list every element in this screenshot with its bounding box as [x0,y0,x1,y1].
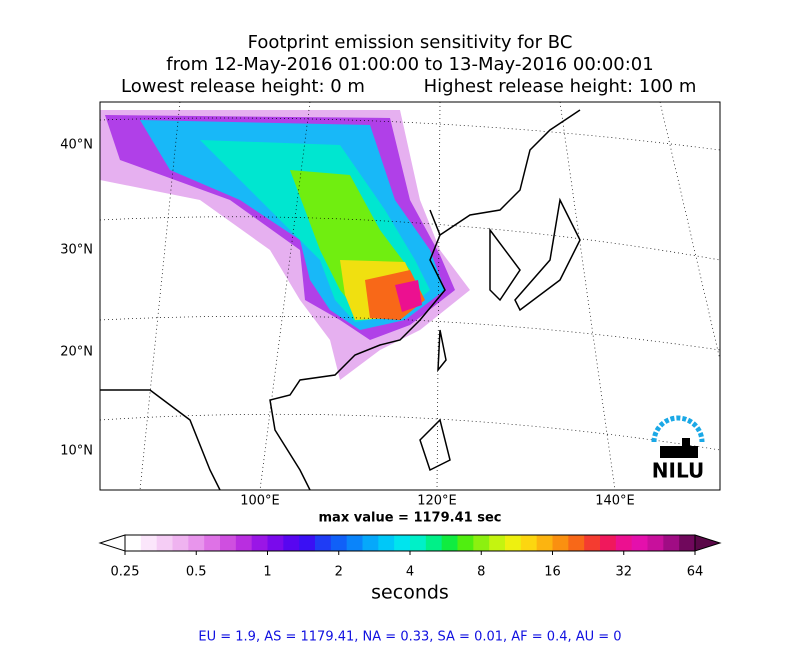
colorbar-segment [584,535,601,551]
lon-label: 140°E [595,494,635,509]
nilu-logo: NILU [651,415,705,483]
lat-label: 10°N [60,444,93,459]
colorbar-segment [346,535,363,551]
colorbar-tick-label: 4 [406,565,414,580]
max-value: max value = 1179.41 sec [319,511,502,526]
colorbar-segment [489,535,506,551]
colorbar-segment [410,535,427,551]
colorbar-over [694,534,722,552]
colorbar-segment [235,535,253,551]
colorbar-segment [330,535,348,551]
colorbar-segment [615,535,633,551]
colorbar-segment [220,535,237,551]
lon-label: 120°E [417,494,457,509]
colorbar-segment [600,535,617,551]
lat-label: 30°N [60,243,93,258]
colorbar-tick-label: 1 [263,565,271,580]
colorbar-segment [362,535,379,551]
colorbar-segment [568,535,585,551]
colorbar-segment [156,535,173,551]
colorbar-segment [647,535,664,551]
colorbar-tick-label: 32 [615,565,632,580]
colorbar-segment [394,535,411,551]
graticule [100,102,720,490]
colorbar-segment [457,535,474,551]
colorbar-tick-label: 0.25 [111,565,140,580]
colorbar-segment [552,535,569,551]
logo-text: NILU [652,459,704,483]
lowest-height: Lowest release height: 0 m [121,76,365,97]
colorbar-segment [679,535,696,551]
colorbar-segment [204,535,221,551]
subtitle: from 12-May-2016 01:00:00 to 13-May-2016… [166,54,653,75]
title: Footprint emission sensitivity for BC [248,32,573,53]
colorbar-tick-label: 8 [477,565,485,580]
coastline [100,109,581,490]
colorbar-tick-label: 64 [687,565,704,580]
colorbar-tick-label: 16 [544,565,561,580]
colorbar-label: seconds [371,582,449,604]
lon-label: 100°E [240,494,280,509]
plume [100,110,470,380]
lat-label: 40°N [60,138,93,153]
colorbar: 0.25 0.5 1 2 4 8 16 32 64 [98,534,722,580]
colorbar-segment [441,535,458,551]
lat-label: 20°N [60,345,93,360]
colorbar-segment [299,535,316,551]
colorbar-segment [505,535,522,551]
colorbar-segment [536,535,553,551]
colorbar-under [98,534,126,552]
colorbar-segment [267,535,284,551]
footer: EU = 1.9, AS = 1179.41, NA = 0.33, SA = … [198,630,621,645]
colorbar-segment [378,535,395,551]
highest-height: Highest release height: 100 m [424,76,697,97]
colorbar-segment [251,535,268,551]
colorbar-segment [125,535,142,551]
colorbar-segment [140,535,158,551]
map-frame [99,101,721,491]
colorbar-segment [315,535,332,551]
colorbar-segment [172,535,189,551]
colorbar-tick-label: 2 [335,565,343,580]
colorbar-segment [663,535,680,551]
colorbar-tick-label: 0.5 [186,565,207,580]
colorbar-segment [520,535,538,551]
map: NILU [100,102,720,490]
colorbar-segment [188,535,205,551]
colorbar-segment [425,535,443,551]
colorbar-segment [631,535,648,551]
colorbar-segment [473,535,490,551]
colorbar-segment [283,535,300,551]
